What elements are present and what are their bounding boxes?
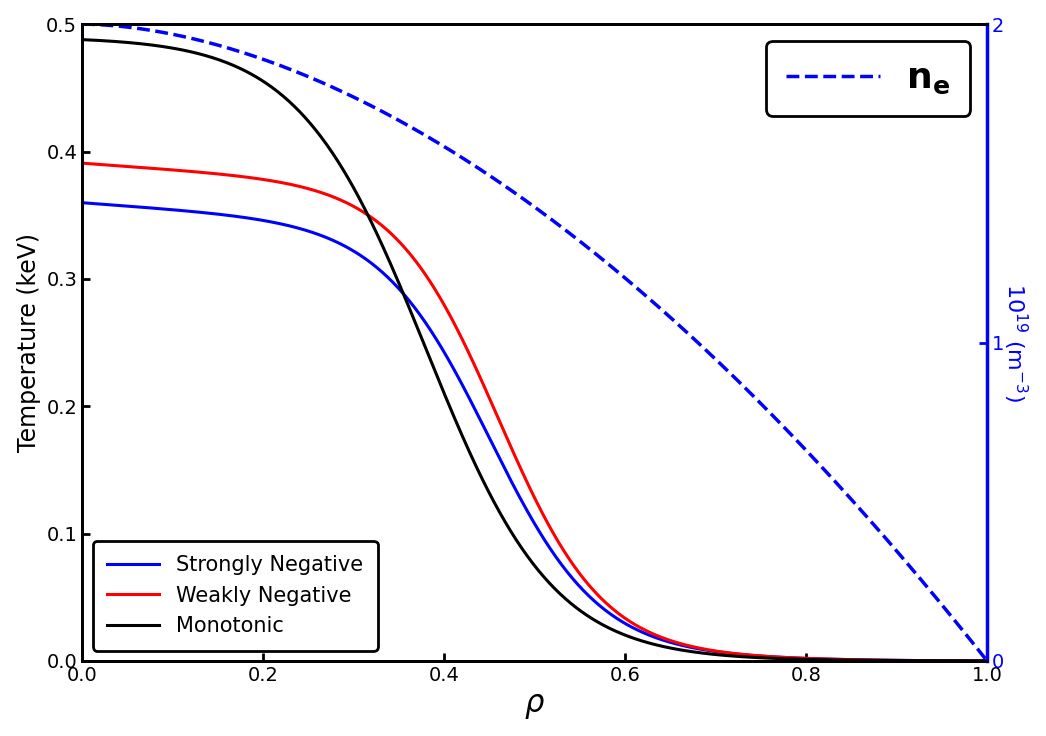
Legend: $\mathregular{n_e}$: $\mathregular{n_e}$ bbox=[767, 40, 971, 116]
Legend: Strongly Negative, Weakly Negative, Monotonic: Strongly Negative, Weakly Negative, Mono… bbox=[92, 540, 378, 651]
Y-axis label: $10^{19}\ \mathregular{(m^{-3})}$: $10^{19}\ \mathregular{(m^{-3})}$ bbox=[1001, 283, 1029, 402]
X-axis label: ρ: ρ bbox=[525, 690, 544, 719]
Y-axis label: Temperature (keV): Temperature (keV) bbox=[17, 233, 41, 452]
